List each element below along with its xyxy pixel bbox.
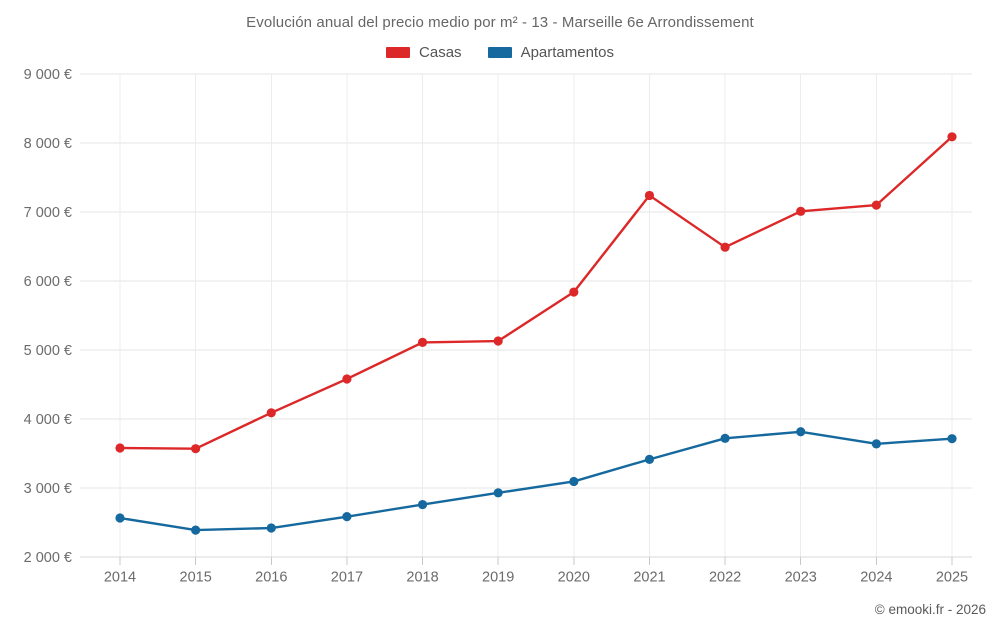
data-point[interactable] bbox=[266, 408, 276, 418]
x-tick-label: 2024 bbox=[860, 570, 892, 586]
y-tick-label: 6 000 € bbox=[24, 274, 72, 290]
y-tick-label: 7 000 € bbox=[24, 205, 72, 221]
x-axis-labels: 2014 2015 2016 2017 2018 2019 2020 2021 2022 2023… bbox=[104, 570, 968, 586]
series-casas bbox=[115, 132, 957, 454]
legend-item-casas[interactable]: Casas bbox=[386, 44, 462, 61]
y-tick-label: 9 000 € bbox=[24, 67, 72, 83]
data-point[interactable] bbox=[871, 200, 881, 210]
x-tick-label: 2021 bbox=[633, 570, 665, 586]
data-point[interactable] bbox=[115, 513, 125, 523]
series-line-casas bbox=[118, 135, 954, 450]
x-tick-label: 2016 bbox=[255, 570, 287, 586]
data-point[interactable] bbox=[417, 337, 428, 348]
data-point[interactable] bbox=[947, 132, 957, 142]
series-line-apartamentos bbox=[118, 430, 954, 532]
data-point[interactable] bbox=[191, 525, 201, 535]
y-axis-labels: 2 000 € 3 000 € 4 000 € 5 000 € 6 000 € 7 000… bbox=[24, 67, 72, 566]
data-point[interactable] bbox=[947, 434, 957, 444]
data-point[interactable] bbox=[871, 439, 881, 449]
x-tick-label: 2020 bbox=[558, 570, 590, 586]
series-apartamentos bbox=[115, 427, 957, 535]
data-point[interactable] bbox=[796, 427, 806, 437]
data-point[interactable] bbox=[342, 374, 352, 384]
data-point[interactable] bbox=[720, 433, 730, 443]
data-point[interactable] bbox=[569, 476, 579, 487]
legend-item-apartamentos[interactable]: Apartamentos bbox=[487, 44, 614, 61]
legend-swatch-apartamentos-icon bbox=[487, 47, 512, 58]
y-tick-label: 3 000 € bbox=[24, 481, 72, 497]
legend-swatch-casas-icon bbox=[386, 47, 411, 58]
y-tick-label: 5 000 € bbox=[24, 343, 72, 359]
axis-layer bbox=[80, 556, 972, 565]
x-tick-label: 2017 bbox=[331, 570, 363, 586]
x-tick-label: 2025 bbox=[936, 570, 968, 586]
data-point[interactable] bbox=[417, 499, 428, 510]
chart-legend: Casas Apartamentos bbox=[0, 44, 1000, 61]
data-point[interactable] bbox=[644, 454, 655, 464]
chart-credit: © emooki.fr - 2026 bbox=[874, 602, 986, 617]
x-tick-label: 2014 bbox=[104, 570, 136, 586]
y-tick-label: 2 000 € bbox=[24, 550, 72, 566]
x-tick-label: 2022 bbox=[709, 570, 741, 586]
x-tick-label: 2023 bbox=[785, 570, 817, 586]
x-tick-label: 2018 bbox=[406, 570, 438, 586]
chart-title: Evolución anual del precio medio por m² … bbox=[246, 14, 754, 31]
data-point[interactable] bbox=[569, 287, 579, 297]
data-point[interactable] bbox=[266, 523, 276, 533]
y-tick-label: 8 000 € bbox=[24, 136, 72, 152]
data-point[interactable] bbox=[796, 206, 806, 216]
grid-layer bbox=[80, 73, 972, 558]
x-tick-label: 2015 bbox=[180, 570, 212, 586]
series-layer bbox=[115, 132, 957, 535]
data-point[interactable] bbox=[115, 443, 125, 453]
data-point[interactable] bbox=[493, 336, 503, 346]
data-point[interactable] bbox=[191, 444, 201, 454]
data-point[interactable] bbox=[342, 512, 352, 522]
y-tick-label: 4 000 € bbox=[24, 412, 72, 428]
data-point[interactable] bbox=[720, 242, 730, 252]
legend-label-casas: Casas bbox=[419, 44, 462, 61]
x-tick-label: 2019 bbox=[482, 570, 514, 586]
data-point[interactable] bbox=[644, 190, 655, 201]
legend-label-apartamentos: Apartamentos bbox=[520, 44, 614, 61]
data-point[interactable] bbox=[493, 488, 503, 498]
